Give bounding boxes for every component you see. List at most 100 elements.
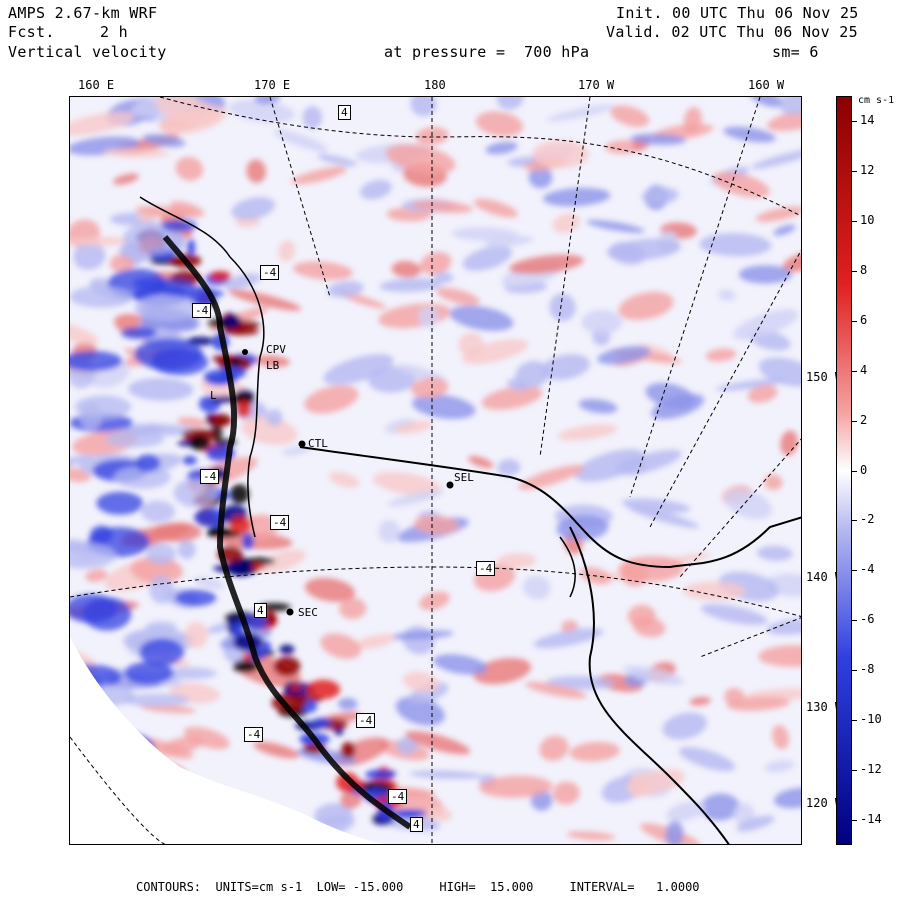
model-title: AMPS 2.67-km WRF xyxy=(8,4,158,22)
strong-velocity-cell xyxy=(306,679,341,700)
station-label-l: L xyxy=(210,389,217,402)
velocity-cell xyxy=(355,634,395,650)
velocity-cell xyxy=(155,97,218,125)
velocity-cell xyxy=(109,253,135,273)
velocity-cell xyxy=(618,291,674,321)
colorbar-tick xyxy=(852,570,857,572)
pressure-level: at pressure = 700 hPa xyxy=(384,43,590,61)
velocity-cell xyxy=(85,569,108,582)
velocity-cell xyxy=(372,471,442,496)
velocity-cell xyxy=(523,575,551,600)
velocity-cell xyxy=(327,281,364,298)
velocity-cell xyxy=(496,553,537,569)
velocity-cell xyxy=(533,628,604,649)
velocity-cell xyxy=(410,97,437,117)
colorbar-tick-label: -2 xyxy=(860,512,875,527)
velocity-cell xyxy=(426,806,452,821)
colorbar-tick-label: 6 xyxy=(860,312,868,327)
colorbar-tick-label: -14 xyxy=(860,812,882,827)
velocity-cell xyxy=(320,633,362,659)
colorbar-units: cm s-1 xyxy=(858,95,895,106)
ice-shelf-boundary xyxy=(299,446,801,569)
velocity-cell xyxy=(436,287,480,306)
velocity-cell xyxy=(712,171,770,198)
strong-velocity-cell xyxy=(232,660,259,673)
strong-velocity-cell xyxy=(279,644,295,655)
velocity-cell xyxy=(161,219,197,232)
colorbar-tick xyxy=(852,270,857,272)
strong-velocity-cell xyxy=(391,809,428,817)
velocity-cell xyxy=(473,657,532,685)
velocity-cell xyxy=(379,278,443,292)
velocity-cell xyxy=(462,245,513,271)
velocity-cell xyxy=(475,111,524,137)
velocity-cell xyxy=(405,731,471,755)
velocity-cell xyxy=(481,386,543,410)
velocity-cell xyxy=(193,576,225,589)
velocity-cell xyxy=(569,741,620,762)
velocity-cell xyxy=(606,238,682,261)
velocity-cell xyxy=(479,775,553,798)
velocity-cell xyxy=(412,200,473,214)
velocity-cell xyxy=(528,166,553,189)
colorbar-tick-label: 10 xyxy=(860,212,875,227)
velocity-cell xyxy=(231,197,275,220)
velocity-cell xyxy=(645,382,695,409)
velocity-cell xyxy=(525,681,587,699)
strong-velocity-cell xyxy=(186,239,196,256)
contour-label: -4 xyxy=(388,789,408,804)
velocity-cell xyxy=(485,141,518,155)
strong-velocity-cell xyxy=(222,327,259,336)
velocity-cell xyxy=(223,273,261,290)
strong-velocity-cell xyxy=(223,314,241,328)
velocity-cell xyxy=(128,377,194,401)
colorbar-tick-label: 0 xyxy=(860,462,868,477)
velocity-cell xyxy=(539,735,569,761)
velocity-cell xyxy=(317,154,358,167)
velocity-cell xyxy=(705,348,737,362)
velocity-cell xyxy=(337,697,358,711)
velocity-cell xyxy=(767,108,801,131)
velocity-cell xyxy=(254,355,290,367)
velocity-cell xyxy=(747,384,778,403)
velocity-cell xyxy=(496,97,524,110)
valid-time: Valid. 02 UTC Thu 06 Nov 25 xyxy=(606,23,858,41)
strong-velocity-cell xyxy=(229,516,251,534)
velocity-cell xyxy=(557,424,618,441)
velocity-cell xyxy=(700,793,740,821)
velocity-cell xyxy=(395,696,445,726)
velocity-cell xyxy=(764,474,783,491)
velocity-cell xyxy=(124,661,174,685)
smoothing-value: sm= 6 xyxy=(772,43,819,61)
colorbar-tick xyxy=(852,420,857,422)
velocity-cell xyxy=(177,540,196,560)
velocity-cell xyxy=(70,350,123,372)
velocity-cell xyxy=(291,166,348,185)
velocity-cell xyxy=(96,491,144,515)
velocity-cell xyxy=(387,489,444,507)
velocity-cell xyxy=(552,781,580,805)
velocity-cell xyxy=(420,251,452,275)
velocity-cell xyxy=(581,309,623,335)
contour-label: 4 xyxy=(338,105,351,120)
station-dot xyxy=(286,608,294,616)
velocity-cell xyxy=(700,604,768,625)
colorbar-tick xyxy=(852,220,857,222)
coast-segment xyxy=(559,536,576,598)
strong-velocity-cell xyxy=(251,563,266,570)
velocity-cell xyxy=(304,577,356,602)
velocity-cell xyxy=(623,665,684,686)
outside-domain-region xyxy=(70,637,382,844)
velocity-cell xyxy=(70,543,116,569)
strong-velocity-cell xyxy=(365,769,396,780)
velocity-cell xyxy=(149,575,174,604)
velocity-cell xyxy=(736,815,775,832)
velocity-cell xyxy=(780,430,798,456)
velocity-cell xyxy=(715,378,787,391)
velocity-cell xyxy=(532,140,589,169)
velocity-cell xyxy=(615,449,682,476)
station-dot xyxy=(242,349,248,355)
station-dot xyxy=(298,440,306,448)
strong-velocity-cell xyxy=(227,561,255,577)
colorbar-tick xyxy=(852,170,857,172)
